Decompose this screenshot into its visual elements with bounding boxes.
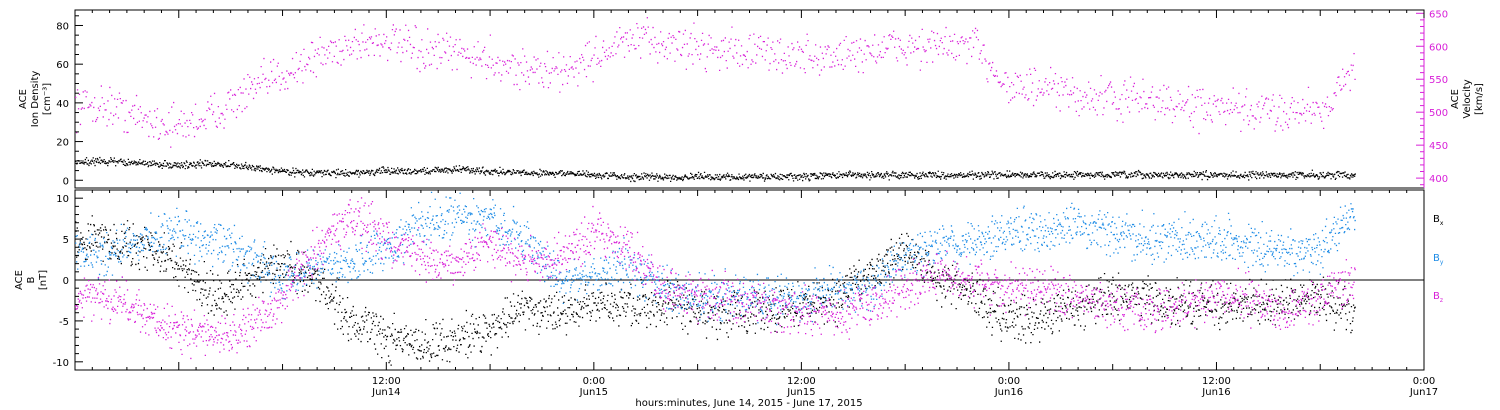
velocity-tick-label: 650	[1429, 9, 1448, 20]
field-tick-label: 10	[56, 194, 69, 205]
bz-series	[75, 197, 1356, 360]
time-tick-label: 12:00	[787, 376, 816, 387]
date-tick-label: Jun15	[579, 387, 608, 398]
density-series	[75, 156, 1356, 183]
date-tick-label: Jun16	[1201, 387, 1230, 398]
density-tick-label: 60	[56, 60, 69, 71]
velocity-tick-label: 400	[1429, 174, 1448, 185]
date-tick-label: Jun14	[371, 387, 400, 398]
velocity-tick-label: 600	[1429, 42, 1448, 53]
field-tick-label: 5	[63, 235, 69, 246]
x-axis-title: hours:minutes, June 14, 2015 - June 17, …	[635, 398, 862, 409]
density-tick-label: 80	[56, 21, 69, 32]
time-axis: 12:00Jun140:00Jun1512:00Jun150:00Jun1612…	[91, 10, 1438, 398]
legend: Bx By Bz	[1433, 214, 1444, 304]
field-title-line-3: [nT]	[38, 270, 49, 290]
density-title-line-2: Ion Density	[30, 71, 41, 128]
legend-bz-sub: z	[1440, 297, 1443, 304]
bottom-panel-data	[75, 191, 1356, 366]
field-tick-label: -10	[53, 358, 69, 369]
date-tick-label: Jun16	[994, 387, 1023, 398]
density-title-line-3: [cm⁻³]	[42, 83, 53, 115]
density-axis: 0 20 40 60 80	[56, 15, 83, 187]
density-title-line-1: ACE	[18, 89, 29, 109]
legend-by-sub: y	[1440, 259, 1444, 266]
field-title-line-1: ACE	[14, 270, 25, 290]
legend-bx: Bx	[1433, 214, 1444, 227]
density-axis-title: ACE Ion Density [cm⁻³]	[18, 71, 53, 128]
density-tick-label: 40	[56, 99, 69, 110]
date-tick-label: Jun15	[786, 387, 815, 398]
velocity-tick-label: 550	[1429, 75, 1448, 86]
legend-bx-sub: x	[1440, 220, 1444, 227]
legend-bx-main: B	[1433, 214, 1440, 225]
legend-bz-main: B	[1433, 291, 1440, 302]
velocity-title-line-1: ACE	[1450, 89, 1461, 109]
velocity-tick-label: 450	[1429, 141, 1448, 152]
time-tick-label: 12:00	[1202, 376, 1231, 387]
velocity-tick-label: 500	[1429, 108, 1448, 119]
velocity-axis-title: ACE Velocity [km/s]	[1450, 79, 1485, 118]
field-axis-title: ACE B [nT]	[14, 270, 49, 290]
date-tick-label: Jun17	[1409, 387, 1438, 398]
legend-bz: Bz	[1433, 291, 1443, 304]
field-tick-label: 0	[63, 276, 69, 287]
field-tick-label: -5	[59, 317, 69, 328]
field-axis: -10 -5 0 5 10	[53, 194, 83, 369]
velocity-series	[75, 17, 1356, 148]
time-tick-label: 0:00	[998, 376, 1020, 387]
velocity-title-line-2: Velocity	[1462, 79, 1473, 118]
time-tick-label: 0:00	[1413, 376, 1435, 387]
time-tick-label: 12:00	[372, 376, 401, 387]
time-tick-label: 0:00	[583, 376, 605, 387]
density-tick-label: 20	[56, 138, 69, 149]
velocity-title-line-3: [km/s]	[1474, 83, 1485, 115]
legend-by: By	[1433, 253, 1444, 266]
field-title-line-2: B	[26, 276, 37, 283]
top-panel-data	[75, 17, 1356, 183]
velocity-axis: 400 450 500 550 600 650	[1416, 9, 1448, 188]
legend-by-main: B	[1433, 253, 1440, 264]
density-tick-label: 0	[63, 176, 69, 187]
